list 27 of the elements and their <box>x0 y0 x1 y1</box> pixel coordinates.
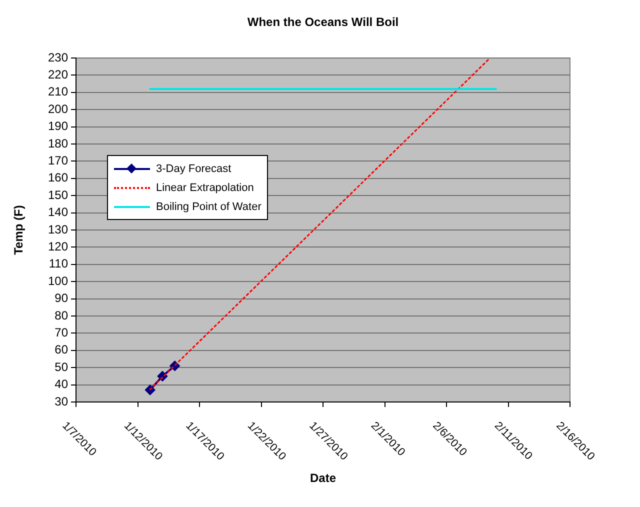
x-axis-title: Date <box>310 471 336 485</box>
y-tick-label: 180 <box>48 136 68 150</box>
y-tick-label: 150 <box>48 188 68 202</box>
y-tick-label: 80 <box>54 308 68 322</box>
legend-label: Boiling Point of Water <box>156 200 262 212</box>
y-tick-label: 190 <box>48 119 68 134</box>
legend-label: Linear Extrapolation <box>156 182 254 194</box>
y-tick-label: 70 <box>54 326 68 340</box>
y-tick-label: 50 <box>54 360 68 374</box>
y-tick-label: 230 <box>48 50 68 64</box>
y-tick-label: 40 <box>54 377 68 392</box>
y-tick-label: 170 <box>48 154 68 168</box>
y-tick-label: 130 <box>48 222 68 236</box>
y-tick-label: 100 <box>48 274 68 288</box>
y-tick-label: 200 <box>48 102 68 116</box>
y-tick-label: 160 <box>48 170 68 185</box>
chart-title: When the Oceans Will Boil <box>247 15 399 29</box>
y-tick-label: 60 <box>54 342 68 357</box>
legend-label: 3-Day Forecast <box>156 162 232 174</box>
y-tick-label: 220 <box>48 68 68 82</box>
y-tick-label: 110 <box>48 256 68 271</box>
y-tick-label: 210 <box>48 84 68 99</box>
y-tick-label: 120 <box>48 240 68 254</box>
y-tick-label: 90 <box>54 291 68 306</box>
y-tick-label: 30 <box>54 394 68 408</box>
y-axis-title: Temp (F) <box>12 205 26 255</box>
y-tick-label: 140 <box>48 205 68 220</box>
